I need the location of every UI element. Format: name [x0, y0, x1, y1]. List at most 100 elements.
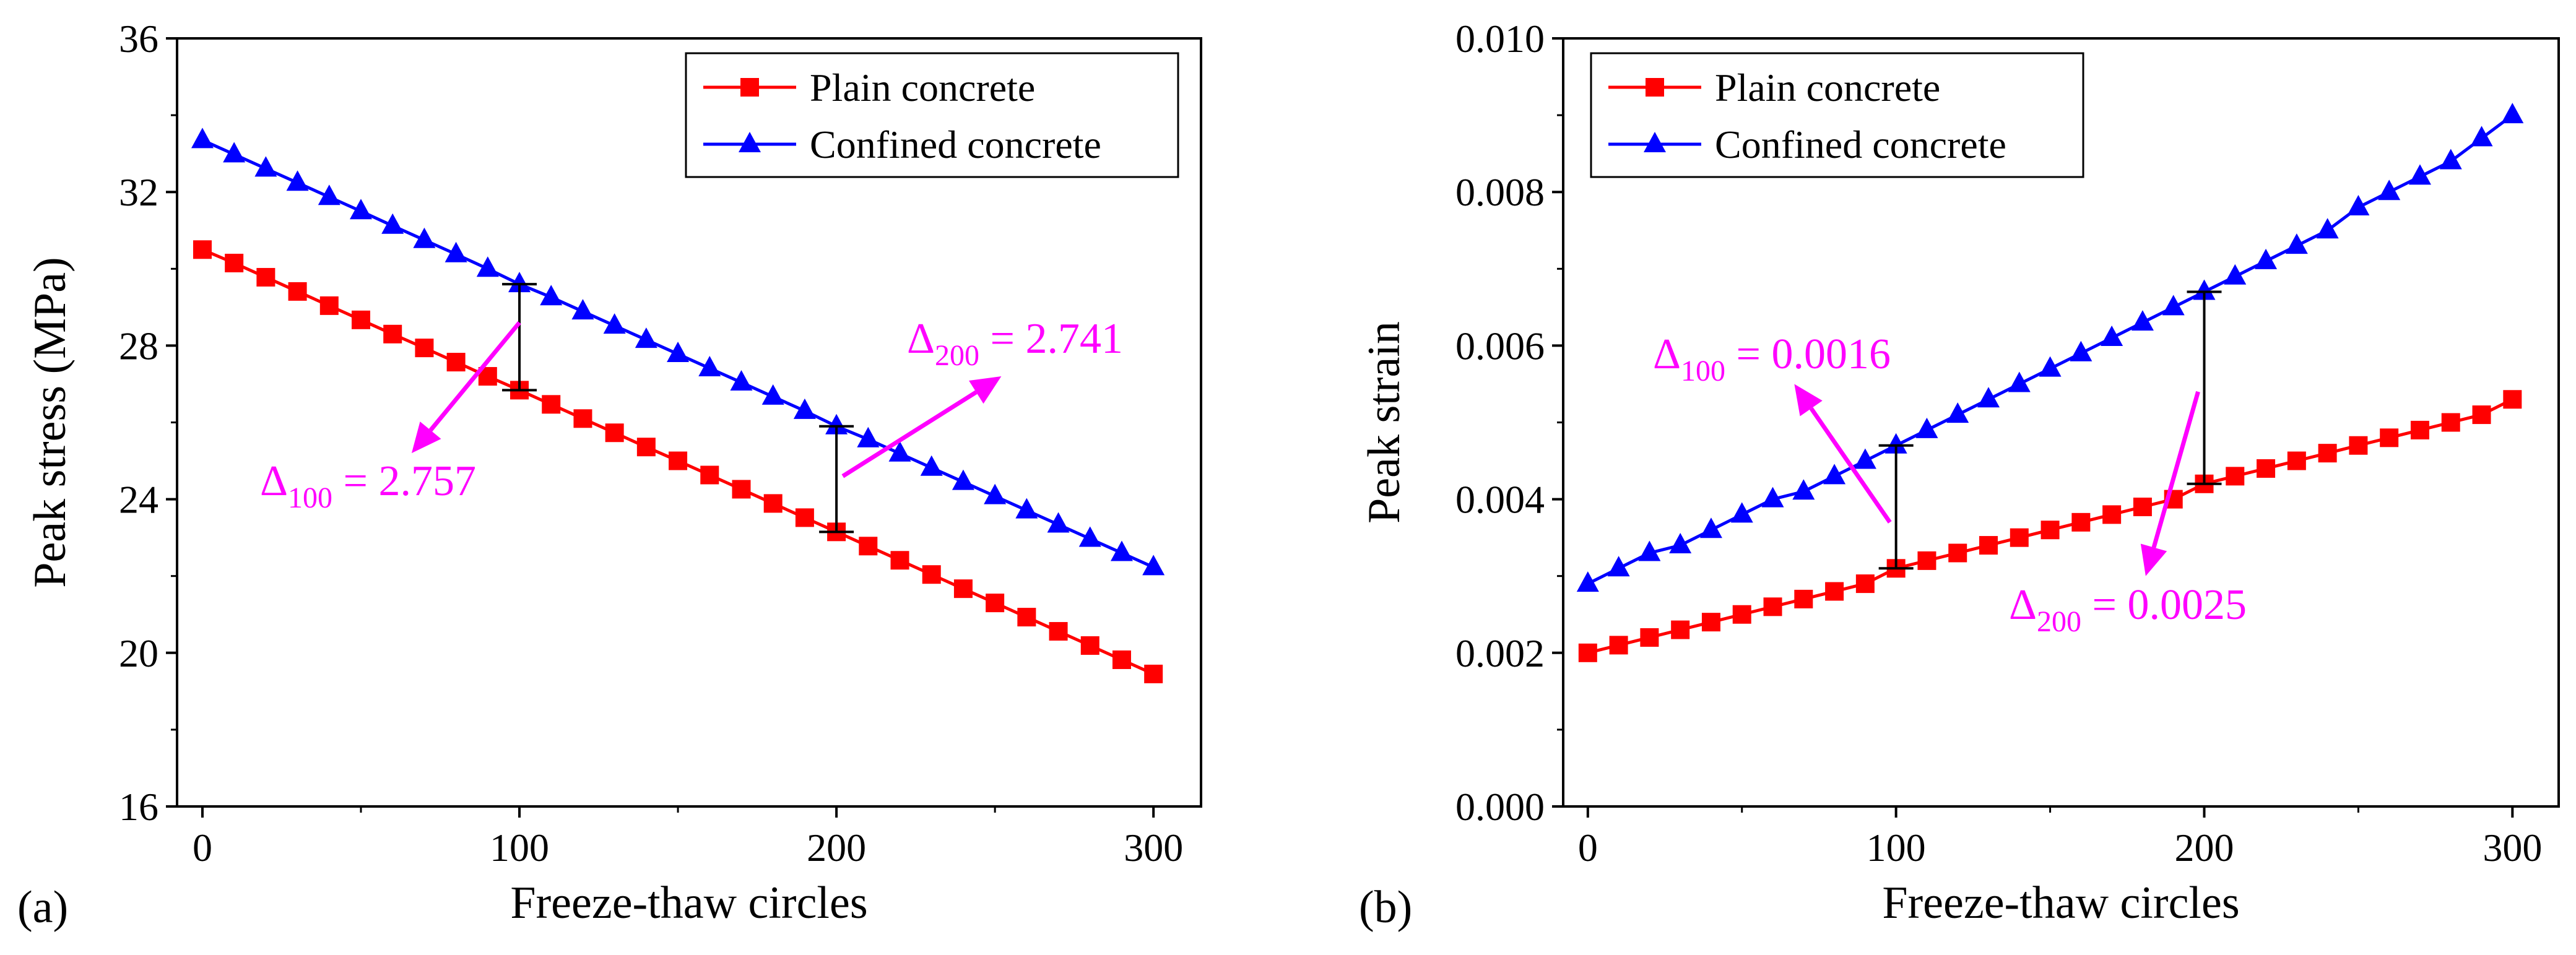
data-point-confined-concrete — [1015, 498, 1038, 519]
x-tick-label: 100 — [490, 826, 549, 870]
data-point-plain-concrete — [922, 565, 941, 584]
data-point-confined-concrete — [1110, 540, 1133, 561]
y-axis-title: Peak stress (MPa) — [25, 257, 76, 587]
data-point-plain-concrete — [859, 537, 878, 556]
data-point-confined-concrete — [2439, 149, 2462, 170]
data-point-plain-concrete — [1671, 620, 1690, 639]
data-point-plain-concrete — [1732, 605, 1751, 624]
y-axis-title: Peak strain — [1359, 321, 1410, 524]
data-point-confined-concrete — [223, 142, 246, 163]
data-point-plain-concrete — [2380, 428, 2399, 447]
data-point-confined-concrete — [413, 227, 436, 248]
data-point-plain-concrete — [1017, 608, 1036, 627]
data-point-confined-concrete — [2501, 103, 2524, 124]
data-point-confined-concrete — [350, 199, 373, 220]
data-point-plain-concrete — [2441, 413, 2460, 432]
data-point-plain-concrete — [1794, 589, 1813, 608]
panel-b-peak-strain-chart: 0 100 200 300 0.000 0.002 0.004 0.006 0.008 0.010… — [1359, 17, 2560, 933]
data-point-confined-concrete — [191, 127, 214, 149]
data-point-confined-concrete — [920, 455, 943, 476]
data-point-plain-concrete — [2133, 498, 2152, 517]
difference-bar — [819, 425, 854, 534]
data-point-plain-concrete — [732, 480, 751, 499]
data-point-confined-concrete — [2131, 310, 2154, 331]
data-point-confined-concrete — [2224, 264, 2247, 285]
data-point-confined-concrete — [2193, 279, 2216, 300]
data-point-confined-concrete — [1761, 486, 1784, 508]
difference-annotation: Δ100 = 2.757 — [260, 457, 476, 514]
data-point-confined-concrete — [2070, 340, 2092, 361]
data-point-confined-concrete — [2008, 371, 2031, 392]
data-point-plain-concrete — [1948, 543, 1967, 563]
difference-bar — [2187, 290, 2222, 485]
data-point-plain-concrete — [2410, 420, 2429, 439]
data-point-confined-concrete — [698, 356, 721, 377]
difference-bar — [502, 283, 537, 392]
data-point-plain-concrete — [2472, 405, 2491, 425]
data-point-plain-concrete — [415, 339, 434, 358]
y-tick-label: 0.000 — [1455, 785, 1545, 829]
x-tick-label: 200 — [2174, 826, 2234, 870]
data-point-plain-concrete — [1112, 650, 1131, 669]
legend-entry-plain-concrete-marker — [1646, 78, 1664, 97]
data-point-plain-concrete — [2318, 444, 2337, 463]
y-tick-label: 16 — [119, 785, 158, 829]
data-point-plain-concrete — [1049, 622, 1068, 641]
data-point-plain-concrete — [225, 253, 244, 272]
data-point-confined-concrete — [1792, 479, 1815, 500]
x-tick-label: 200 — [807, 826, 866, 870]
data-point-plain-concrete — [542, 395, 561, 414]
data-point-confined-concrete — [1699, 517, 1722, 538]
data-point-plain-concrete — [605, 423, 624, 443]
data-point-confined-concrete — [2039, 356, 2062, 377]
data-point-confined-concrete — [2408, 164, 2431, 185]
data-point-plain-concrete — [1640, 628, 1659, 647]
data-point-confined-concrete — [1854, 448, 1876, 469]
data-point-confined-concrete — [2255, 248, 2278, 269]
data-point-confined-concrete — [667, 342, 690, 363]
data-point-plain-concrete — [2071, 512, 2091, 532]
y-tick-label: 0.002 — [1455, 631, 1545, 675]
y-tick-label: 28 — [119, 324, 158, 368]
annotation-arrow-head — [2140, 543, 2167, 576]
data-point-plain-concrete — [446, 353, 466, 372]
annotation-arrow-head — [969, 376, 1002, 404]
data-point-plain-concrete — [2503, 390, 2522, 409]
data-point-confined-concrete — [1977, 387, 2000, 408]
panel-label: (b) — [1359, 882, 1412, 933]
data-point-confined-concrete — [445, 241, 467, 262]
data-point-plain-concrete — [763, 494, 783, 513]
annotation-arrow-head — [1794, 384, 1823, 417]
data-point-plain-concrete — [986, 594, 1005, 613]
data-point-plain-concrete — [953, 579, 973, 598]
legend-entry-confined-concrete-label: Confined concrete — [810, 123, 1101, 166]
x-tick-label: 0 — [1578, 826, 1598, 870]
data-point-plain-concrete — [383, 324, 402, 344]
panel-label: (a) — [17, 882, 68, 933]
data-point-confined-concrete — [2316, 218, 2339, 239]
difference-bar — [1878, 444, 1914, 570]
data-point-plain-concrete — [1855, 574, 1875, 594]
data-point-confined-concrete — [381, 213, 404, 234]
legend: Plain concrete Confined concrete — [1590, 52, 2084, 178]
data-point-plain-concrete — [2287, 451, 2306, 470]
data-point-confined-concrete — [825, 413, 848, 434]
data-point-confined-concrete — [2285, 233, 2308, 254]
data-point-confined-concrete — [952, 469, 974, 490]
data-point-plain-concrete — [1578, 643, 1597, 662]
data-point-plain-concrete — [636, 438, 656, 457]
data-point-plain-concrete — [1701, 613, 1720, 632]
legend-entry-plain-concrete-label: Plain concrete — [810, 66, 1035, 110]
data-point-confined-concrete — [1669, 533, 1692, 554]
data-point-confined-concrete — [571, 299, 594, 320]
y-tick-label: 0.010 — [1455, 17, 1545, 61]
data-point-confined-concrete — [793, 398, 816, 419]
annotation-arrow-shaft — [428, 321, 521, 432]
data-point-plain-concrete — [2349, 436, 2368, 455]
x-tick-label: 300 — [2483, 826, 2542, 870]
legend: Plain concrete Confined concrete — [685, 52, 1179, 178]
data-point-confined-concrete — [1884, 433, 1907, 454]
legend-entry-confined-concrete-marker — [1644, 132, 1666, 152]
y-tick-label: 36 — [119, 17, 158, 61]
